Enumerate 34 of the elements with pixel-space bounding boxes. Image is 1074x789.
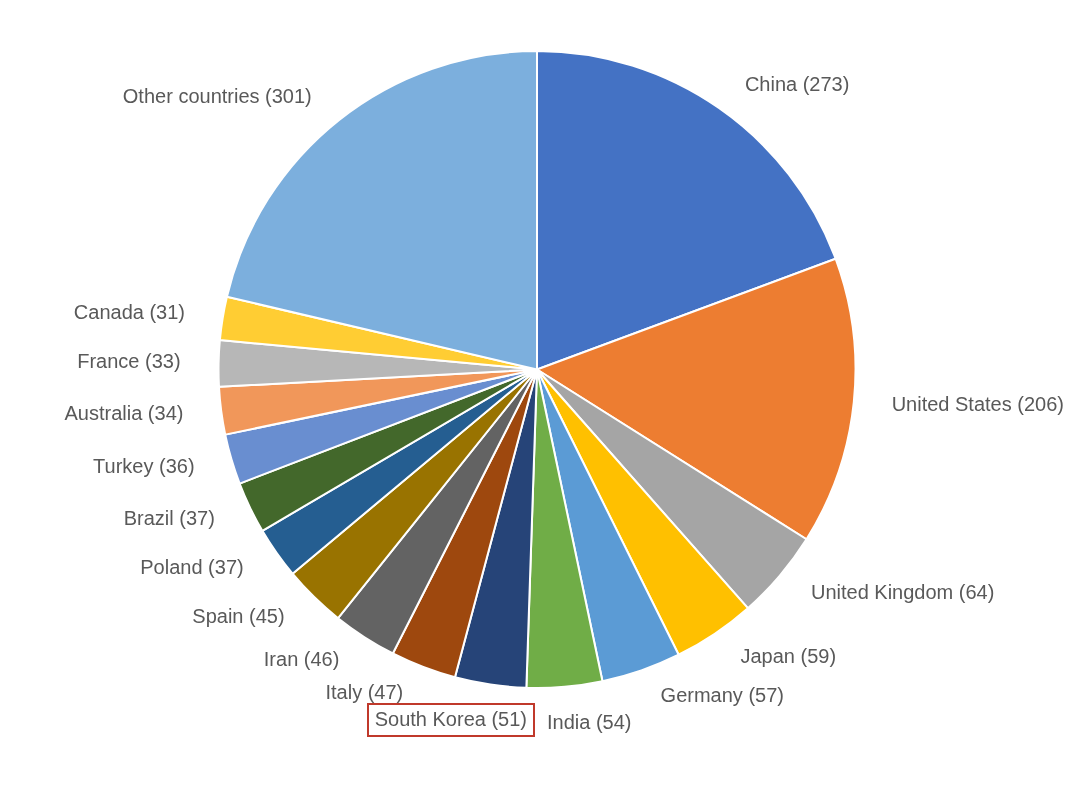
data-label: (206): [1017, 392, 1064, 415]
data-label: (51): [491, 707, 528, 730]
slice-label: United States: [891, 392, 1012, 415]
data-label: (59): [800, 644, 837, 667]
data-label: (64): [958, 581, 995, 604]
data-label: (45): [249, 604, 285, 627]
data-label: (37): [208, 556, 244, 579]
data-label: (46): [303, 648, 340, 671]
slice-label: Australia: [64, 402, 144, 425]
data-label: (37): [179, 507, 215, 530]
data-label: (57): [748, 684, 784, 707]
slice-label: Brazil: [123, 507, 174, 530]
data-label: (301): [265, 85, 312, 108]
data-label: (31): [149, 301, 186, 324]
slice-label: Poland: [140, 556, 203, 579]
data-label: (34): [147, 402, 184, 425]
data-label: (36): [159, 454, 195, 477]
slice-label: Italy: [325, 680, 363, 703]
slice-label: Canada: [73, 301, 145, 324]
slice-label: Japan: [740, 644, 795, 667]
slice-label: United Kingdom: [810, 581, 954, 604]
slice-label: Other countries: [122, 85, 260, 108]
data-label: (273): [802, 72, 850, 95]
slice-label: Germany: [660, 684, 743, 707]
slice-label: Turkey: [93, 454, 154, 477]
slice-label: China: [744, 72, 799, 95]
slice-label: Spain: [192, 604, 244, 627]
data-label: (33): [145, 350, 181, 373]
slice-label: France: [77, 350, 140, 373]
slice-label: Iran: [263, 648, 299, 671]
slice-label: India: [547, 711, 592, 734]
data-label: (54): [595, 711, 632, 734]
data-label: (47): [367, 680, 404, 703]
slice-label: South Korea: [374, 707, 487, 730]
